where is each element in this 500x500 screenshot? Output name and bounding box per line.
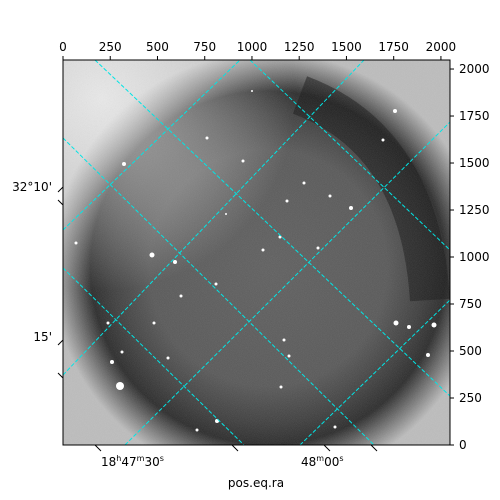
star (282, 338, 286, 342)
star (116, 382, 124, 390)
ra-tick (94, 444, 102, 452)
star (225, 213, 227, 215)
star (173, 260, 177, 264)
star (381, 138, 385, 142)
ra-tick-label: 48m00s (301, 454, 344, 469)
coordinate-grid (63, 60, 450, 445)
ra-axis: 18h47m30s 48m00s (94, 444, 378, 469)
star (328, 194, 332, 198)
dec-tick (57, 372, 64, 379)
grid-line (63, 60, 241, 231)
star (251, 90, 253, 92)
star (110, 360, 114, 364)
ra-tick-label: 18h47m30s (101, 454, 164, 469)
grid-line (124, 121, 450, 445)
star (393, 320, 399, 326)
star (393, 109, 397, 113)
star (279, 385, 283, 389)
dec-tick (57, 199, 64, 206)
grid-line (63, 267, 245, 445)
grid-line (63, 60, 365, 376)
right-pixel-axis: 0 250 500 750 1000 1250 1500 1750 2000 (450, 62, 490, 452)
right-tick-label: 0 (459, 438, 467, 452)
right-tick-label: 1250 (459, 203, 490, 217)
star (214, 282, 218, 286)
right-tick-label: 500 (459, 344, 482, 358)
ra-tick (231, 444, 239, 452)
right-tick-label: 750 (459, 297, 482, 311)
top-tick-label: 1000 (237, 40, 268, 54)
star (106, 321, 110, 325)
grid-line (249, 60, 450, 251)
star (287, 354, 291, 358)
star (205, 136, 209, 140)
ra-tick (370, 444, 378, 452)
right-tick-label: 250 (459, 391, 482, 405)
top-tick-label: 1750 (378, 40, 409, 54)
top-tick-label: 0 (59, 40, 67, 54)
star (122, 162, 126, 166)
plot-frame (62, 59, 451, 446)
grid-line (299, 299, 450, 445)
star (431, 322, 437, 328)
top-tick-label: 500 (146, 40, 169, 54)
top-tick-label: 1500 (331, 40, 362, 54)
star (195, 428, 199, 432)
top-tick-label: 250 (99, 40, 122, 54)
star (333, 425, 337, 429)
x-axis-label: pos.eq.ra (228, 476, 284, 490)
star (316, 246, 320, 250)
ra-tick (323, 444, 331, 452)
star (426, 353, 430, 357)
dec-axis: 32°10' 15' (12, 180, 64, 379)
grid-line (94, 60, 450, 397)
sky-image (63, 60, 450, 445)
star-field (74, 90, 437, 432)
top-tick-label: 750 (193, 40, 216, 54)
right-tick-label: 1500 (459, 156, 490, 170)
dec-tick-label: 15' (33, 330, 52, 344)
star (302, 181, 306, 185)
star (149, 252, 155, 258)
right-tick-label: 1750 (459, 109, 490, 123)
top-pixel-axis: 0 250 500 750 1000 1250 1500 1750 2000 (59, 40, 456, 60)
star (349, 206, 353, 210)
top-tick-label: 1250 (284, 40, 315, 54)
top-tick-label: 2000 (426, 40, 457, 54)
star (166, 356, 170, 360)
dec-tick-label: 32°10' (12, 180, 52, 194)
star (241, 159, 245, 163)
star (285, 199, 289, 203)
star (261, 248, 265, 252)
star (179, 294, 183, 298)
star (120, 350, 124, 354)
right-tick-label: 1000 (459, 250, 490, 264)
star (407, 325, 411, 329)
star (278, 235, 282, 239)
dec-tick (57, 186, 64, 193)
grid-line (63, 137, 375, 445)
dec-tick (57, 339, 64, 346)
star (74, 241, 78, 245)
star (152, 321, 156, 325)
right-tick-label: 2000 (459, 62, 490, 76)
